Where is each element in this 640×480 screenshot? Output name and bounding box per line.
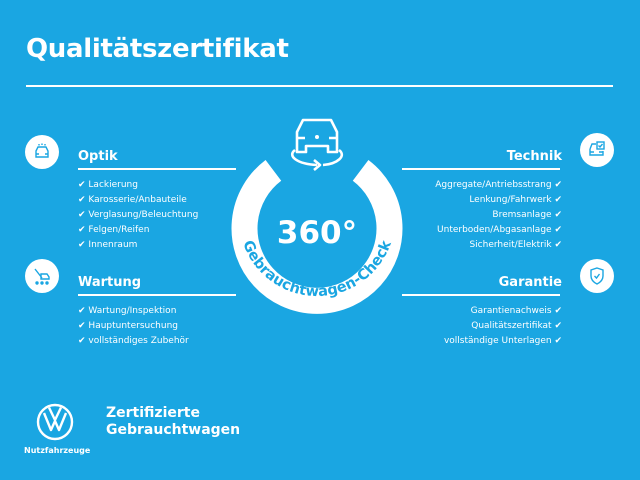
list-item: Garantienachweis ✔ bbox=[470, 306, 562, 316]
garantie-divider bbox=[402, 294, 560, 296]
list-item: ✔ Wartung/Inspektion bbox=[78, 306, 177, 316]
check-icon: ✔ bbox=[78, 195, 86, 205]
list-item: Qualitätszertifikat ✔ bbox=[471, 321, 562, 331]
list-item: ✔ Karosserie/Anbauteile bbox=[78, 195, 187, 205]
logo-caption: Nutzfahrzeuge bbox=[24, 446, 91, 455]
list-item: Sicherheit/Elektrik ✔ bbox=[469, 240, 562, 250]
car-lights-icon bbox=[35, 143, 49, 158]
vw-logo bbox=[36, 403, 74, 441]
list-item: ✔ vollständiges Zubehör bbox=[78, 336, 189, 346]
garantie-heading: Garantie bbox=[498, 275, 562, 290]
title-divider bbox=[26, 85, 613, 87]
garantie-icon-badge bbox=[580, 259, 614, 293]
center-badge: 360° Gebrauchtwagen-Check bbox=[231, 118, 403, 314]
badge-360: 360° bbox=[277, 215, 357, 251]
list-item: vollständige Unterlagen ✔ bbox=[443, 336, 562, 346]
optik-icon-badge bbox=[25, 135, 59, 169]
garantie-list: Garantienachweis ✔ Qualitätszertifikat ✔… bbox=[444, 304, 562, 349]
list-item: Aggregate/Antriebsstrang ✔ bbox=[435, 180, 562, 190]
check-icon: ✔ bbox=[78, 306, 86, 316]
shield-check-icon bbox=[590, 267, 604, 285]
list-item: ✔ Lackierung bbox=[78, 180, 138, 190]
technik-heading: Technik bbox=[506, 149, 562, 164]
check-icon: ✔ bbox=[554, 210, 562, 220]
wartung-icon-badge bbox=[25, 259, 59, 293]
check-icon: ✔ bbox=[78, 180, 86, 190]
list-item: Bremsanlage ✔ bbox=[492, 210, 562, 220]
technik-icon-badge bbox=[580, 133, 614, 167]
optik-divider bbox=[78, 168, 236, 170]
list-item: ✔ Felgen/Reifen bbox=[78, 225, 150, 235]
list-item: ✔ Innenraum bbox=[78, 240, 138, 250]
car-dot bbox=[315, 135, 319, 139]
brand-line-2: Gebrauchtwagen bbox=[106, 422, 241, 438]
brand-line-1: Zertifizierte bbox=[106, 405, 200, 421]
technik-list: Aggregate/Antriebsstrang ✔ Lenkung/Fahrw… bbox=[435, 178, 562, 253]
wartung-list: ✔ Wartung/Inspektion ✔ Hauptuntersuchung… bbox=[78, 304, 189, 349]
check-icon: ✔ bbox=[554, 306, 562, 316]
list-item: Unterboden/Abgasanlage ✔ bbox=[437, 225, 562, 235]
optik-heading: Optik bbox=[78, 149, 118, 164]
technik-divider bbox=[402, 168, 560, 170]
car-checklist-icon bbox=[589, 141, 605, 156]
page-title: Qualitätszertifikat bbox=[26, 34, 289, 64]
badge-ring bbox=[231, 160, 403, 314]
check-icon: ✔ bbox=[78, 321, 86, 331]
check-icon: ✔ bbox=[554, 240, 562, 250]
wartung-divider bbox=[78, 294, 236, 296]
check-icon: ✔ bbox=[554, 195, 562, 205]
list-item: ✔ Hauptuntersuchung bbox=[78, 321, 178, 331]
brand-text: Zertifizierte Gebrauchtwagen bbox=[106, 405, 240, 439]
check-icon: ✔ bbox=[78, 210, 86, 220]
list-item: Lenkung/Fahrwerk ✔ bbox=[469, 195, 562, 205]
car-wrench-icon bbox=[34, 268, 50, 285]
check-icon: ✔ bbox=[554, 321, 562, 331]
check-icon: ✔ bbox=[78, 240, 86, 250]
car-rotate-icon bbox=[290, 118, 344, 171]
check-icon: ✔ bbox=[554, 336, 562, 346]
list-item: ✔ Verglasung/Beleuchtung bbox=[78, 210, 199, 220]
check-icon: ✔ bbox=[554, 225, 562, 235]
check-icon: ✔ bbox=[554, 180, 562, 190]
check-icon: ✔ bbox=[78, 336, 86, 346]
check-icon: ✔ bbox=[78, 225, 86, 235]
wartung-heading: Wartung bbox=[78, 275, 142, 290]
optik-list: ✔ Lackierung ✔ Karosserie/Anbauteile ✔ V… bbox=[78, 178, 198, 253]
